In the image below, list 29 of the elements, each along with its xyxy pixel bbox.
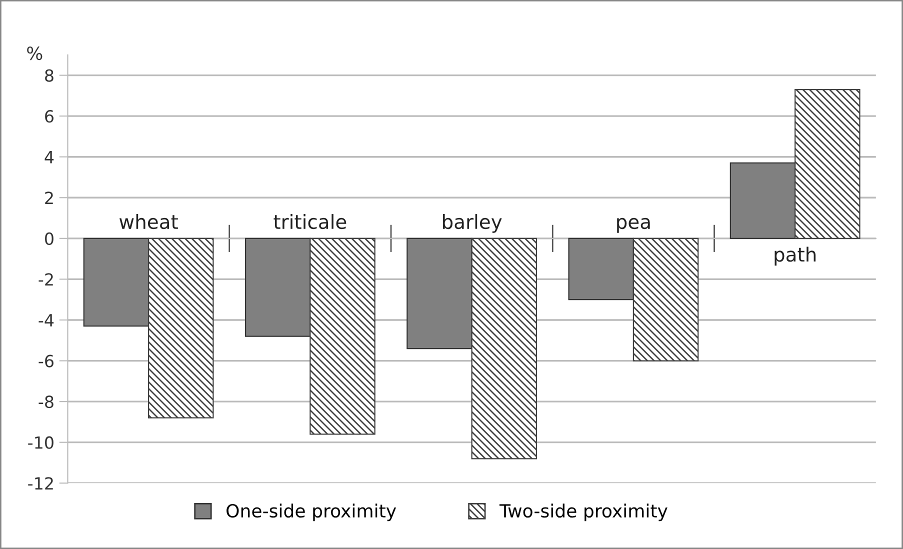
x-tick-label: wheat <box>119 214 178 230</box>
y-tick-label: -2 <box>38 273 53 286</box>
bar <box>471 238 538 460</box>
y-tick-label: 8 <box>45 69 54 82</box>
bar <box>632 238 699 362</box>
y-tick-label: -8 <box>38 396 54 408</box>
legend-label: One-side proximity <box>226 504 396 522</box>
x-tick-label: path <box>774 246 816 266</box>
bar <box>794 89 860 239</box>
y-tick-label: -4 <box>38 314 54 326</box>
y-tick-label: 0 <box>45 232 54 245</box>
bar <box>568 238 634 300</box>
bar <box>310 238 376 435</box>
y-tick-label: -10 <box>28 436 54 449</box>
bar <box>730 162 796 239</box>
bar <box>83 238 150 327</box>
x-tick-label: pea <box>617 218 650 233</box>
y-axis-title: % <box>27 46 42 60</box>
x-tick-label: triticale <box>274 214 346 230</box>
y-tick-label: -12 <box>28 477 53 490</box>
y-tick-label: 4 <box>44 151 54 164</box>
y-tick-label: -6 <box>38 354 54 368</box>
y-tick-label: 2 <box>45 192 53 204</box>
bar <box>244 238 311 337</box>
legend-label: Two-side proximity <box>499 504 668 522</box>
y-tick-label: 6 <box>45 110 54 123</box>
x-tick-label: barley <box>443 214 502 233</box>
bar <box>406 238 472 350</box>
bar <box>148 238 214 418</box>
